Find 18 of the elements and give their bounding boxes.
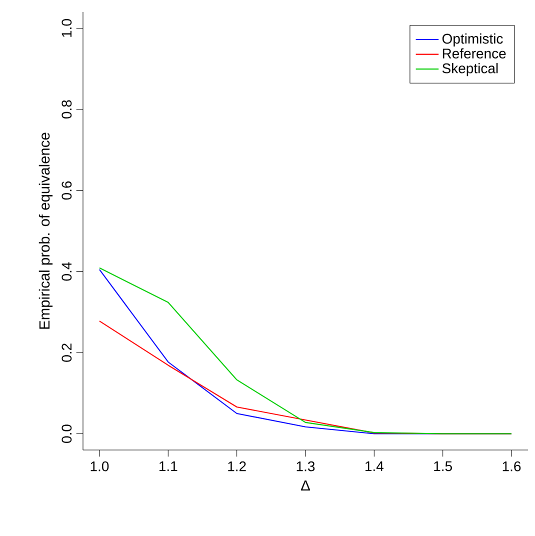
y-tick-label: 0.4 — [62, 262, 72, 281]
x-tick-label: 1.2 — [228, 461, 246, 472]
x-tick-label: 1.0 — [90, 461, 109, 472]
x-tick-label: 1.3 — [296, 461, 315, 472]
y-tick-label: 0.0 — [62, 424, 72, 443]
x-axis-title: Δ — [301, 480, 310, 491]
y-tick-label: 0.2 — [62, 344, 72, 362]
x-tick-label: 1.4 — [366, 461, 384, 472]
y-tick-label: 1.0 — [62, 19, 72, 37]
y-tick-label: 0.6 — [62, 181, 72, 200]
x-tick-label: 1.6 — [502, 461, 521, 472]
x-tick-label: 1.5 — [434, 461, 452, 472]
legend-label: Reference — [442, 48, 506, 58]
y-tick-label: 0.8 — [62, 100, 72, 119]
y-axis-title: Empirical prob. of equivalence — [38, 132, 53, 329]
legend-label: Optimistic — [442, 33, 503, 46]
x-tick-label: 1.1 — [159, 461, 178, 472]
legend-label: Skeptical — [442, 63, 498, 76]
